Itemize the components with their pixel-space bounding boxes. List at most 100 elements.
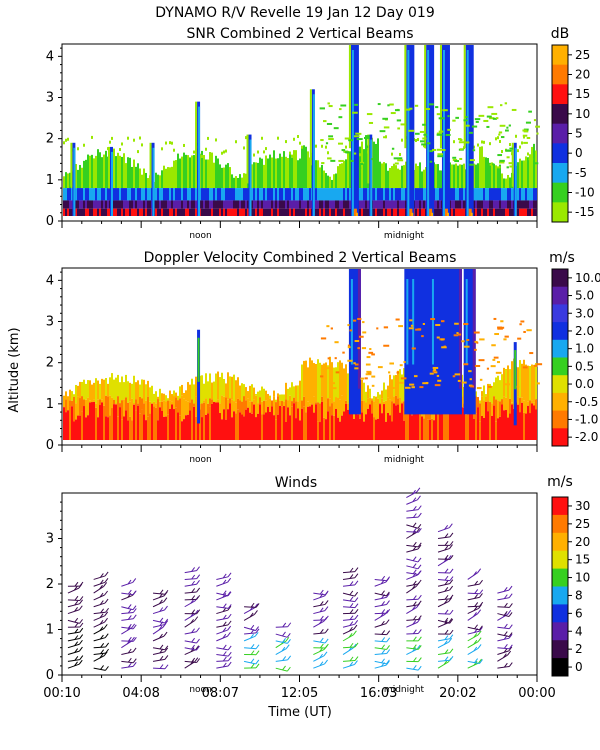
wind-barb-flag: [99, 579, 104, 585]
y-tick-label: 4: [46, 49, 54, 64]
doppler-cell: [113, 404, 115, 440]
colorbar-label: 5.0: [575, 289, 594, 303]
snr-cell: [185, 200, 187, 209]
wind-barb-flag: [127, 657, 132, 663]
doppler-speckle: [365, 373, 372, 376]
doppler-speckle: [329, 382, 336, 385]
doppler-cell: [313, 412, 315, 440]
doppler-cell: [445, 413, 447, 440]
wind-barb: [121, 627, 132, 635]
doppler-cell: [523, 412, 525, 440]
doppler-speckle: [457, 333, 462, 336]
doppler-cell: [351, 410, 353, 440]
wind-barb-flag: [132, 608, 137, 613]
x-mark-midnight: midnight: [384, 231, 425, 241]
doppler-cell: [169, 390, 171, 401]
doppler-speckle: [352, 319, 357, 322]
doppler-cell: [245, 400, 247, 410]
wind-barb-flag: [287, 655, 292, 661]
wind-barb: [216, 654, 229, 657]
doppler-cell: [123, 399, 125, 417]
doppler-cell: [385, 400, 387, 422]
snr-speckle: [400, 123, 407, 126]
wind-barb: [184, 620, 196, 628]
wind-barb-flag: [508, 612, 513, 617]
snr-cell: [231, 200, 233, 209]
doppler-cell: [369, 404, 371, 440]
wind-barb-flag: [79, 622, 84, 628]
wind-barb: [216, 660, 229, 662]
doppler-cell: [347, 373, 349, 404]
doppler-cell: [99, 399, 101, 406]
snr-speckle: [442, 149, 446, 152]
doppler-speckle: [491, 344, 496, 347]
doppler-cell: [507, 417, 509, 440]
doppler-cell: [275, 399, 277, 403]
snr-cell: [437, 200, 439, 209]
wind-barb-flag: [196, 645, 200, 651]
snr-cell: [533, 188, 535, 201]
wind-barb-flag: [349, 642, 354, 648]
doppler-cell: [343, 396, 345, 412]
snr-cell: [527, 208, 529, 216]
doppler-cell: [131, 383, 133, 399]
snr-speckle: [327, 157, 332, 160]
doppler-cell: [271, 406, 273, 440]
snr-cell: [379, 188, 381, 201]
snr-speckle: [363, 136, 370, 139]
snr-cell: [205, 200, 207, 209]
wind-barb-flag: [444, 533, 449, 538]
doppler-cell: [311, 360, 313, 404]
snr-cell: [347, 208, 349, 216]
wind-barb-flag: [227, 605, 232, 611]
snr-cell: [509, 200, 511, 209]
snr-column: [350, 45, 359, 216]
snr-cell: [247, 200, 249, 209]
snr-speckle: [506, 126, 509, 129]
snr-cell: [237, 200, 239, 209]
y-tick-label: 0: [46, 214, 54, 229]
wind-barb-flag: [227, 577, 232, 583]
doppler-cell: [343, 411, 345, 440]
doppler-cell: [247, 391, 249, 399]
doppler-cell: [417, 407, 419, 440]
doppler-speckle: [411, 347, 416, 350]
wind-barb-flag: [508, 624, 513, 630]
snr-cell: [389, 208, 391, 216]
wind-barb: [243, 613, 255, 621]
snr-column-base: [355, 212, 358, 216]
snr-cell: [403, 200, 405, 209]
doppler-cell: [147, 380, 149, 397]
snr-cell: [397, 188, 399, 201]
doppler-cell: [395, 375, 397, 396]
snr-column-core: [407, 50, 410, 216]
doppler-cell: [295, 385, 297, 402]
snr-cell: [519, 188, 521, 201]
snr-cell: [133, 188, 135, 201]
snr-speckle: [497, 136, 499, 140]
snr-cell: [137, 200, 139, 209]
doppler-cell: [75, 419, 77, 440]
doppler-cell: [519, 360, 521, 398]
doppler-cell: [433, 420, 435, 440]
snr-cell: [475, 164, 477, 189]
doppler-cell: [207, 403, 209, 414]
wind-barb: [184, 640, 197, 644]
wind-barb: [374, 623, 387, 628]
doppler-speckle: [419, 386, 424, 389]
snr-cell: [137, 208, 139, 216]
colorbar-label: 20: [575, 535, 590, 549]
colorbar-swatch: [552, 304, 568, 323]
snr-cell: [193, 155, 195, 189]
snr-cell: [293, 208, 295, 216]
wind-barb-flag: [417, 512, 422, 518]
wind-barb: [216, 617, 229, 621]
wind-barb: [406, 499, 418, 505]
doppler-cell: [185, 400, 187, 416]
snr-x-axis: noon midnight: [61, 221, 538, 241]
doppler-cell: [501, 404, 503, 440]
doppler-cell: [523, 359, 525, 401]
wind-barb-flag: [381, 601, 385, 606]
snr-speckle: [235, 140, 237, 144]
snr-cell: [299, 158, 301, 189]
